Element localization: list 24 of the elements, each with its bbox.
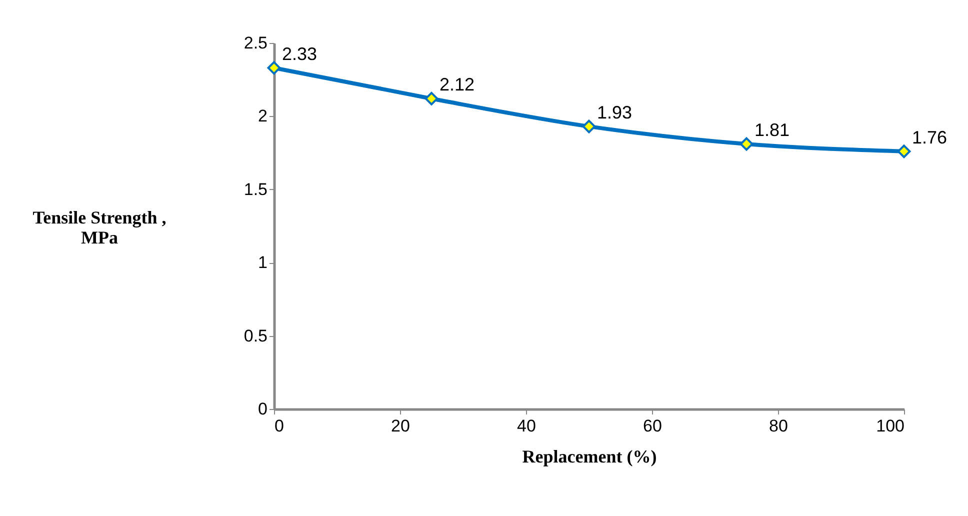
data-label: 1.76 (912, 127, 948, 148)
x-tick-label: 0 (274, 416, 284, 436)
point (424, 92, 438, 106)
y-tick-label: 0 (258, 400, 268, 418)
point (897, 144, 911, 158)
y-axis-title: Tensile Strength , MPa (32, 208, 166, 248)
data-label: 2.33 (282, 44, 318, 64)
point (740, 137, 754, 151)
y-tick-label: 1.5 (244, 180, 268, 199)
data-label: 1.93 (597, 102, 632, 122)
y-tick-label: 2.5 (244, 34, 268, 52)
y-tick-label: 2 (258, 106, 268, 126)
x-axis-title: Replacement (%) (522, 446, 657, 466)
point (267, 61, 281, 75)
x-tick-label: 80 (769, 416, 788, 436)
x-tick-label: 60 (643, 416, 662, 436)
data-label: 1.81 (754, 120, 790, 140)
data-label: 2.12 (440, 74, 475, 95)
point (582, 120, 596, 134)
x-tick-label: 100 (876, 416, 904, 436)
y-tick-label: 0.5 (244, 326, 268, 346)
x-tick-label: 20 (391, 416, 410, 436)
x-tick-label: 40 (517, 416, 536, 436)
y-tick-label: 1 (258, 253, 268, 272)
